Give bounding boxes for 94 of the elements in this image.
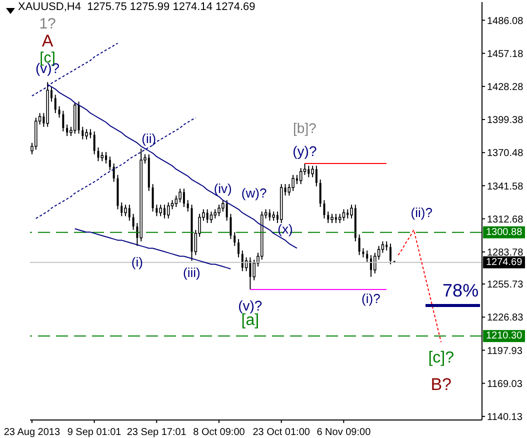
candlestick <box>366 250 368 262</box>
candlestick <box>346 208 349 219</box>
candlestick <box>210 211 213 224</box>
candlestick <box>152 184 154 212</box>
annotation: A <box>42 31 54 50</box>
candlestick <box>156 204 158 217</box>
candlestick <box>112 162 115 182</box>
annotation: (ii)? <box>410 205 432 220</box>
candlestick <box>249 256 252 290</box>
y-tick-label: 1255.73 <box>487 280 524 291</box>
y-tick-label: 1283.78 <box>487 247 524 258</box>
candlestick <box>85 128 88 140</box>
candlestick <box>178 188 182 203</box>
candlestick <box>186 200 189 212</box>
annotation: (y)? <box>292 142 317 159</box>
candlestick <box>226 200 228 222</box>
candlestick <box>108 156 111 171</box>
candlestick <box>54 94 56 114</box>
annotation: B? <box>430 375 452 394</box>
candlestick <box>166 202 170 219</box>
annotation: (iii) <box>183 264 200 280</box>
annotation: [c]? <box>428 350 454 367</box>
candlestick <box>132 213 134 230</box>
x-tick-label: 23 Oct 01:00 <box>252 427 310 438</box>
candlestick <box>218 204 220 217</box>
candlestick <box>206 208 208 224</box>
candlestick <box>124 204 127 217</box>
ref-line-label: 1274.69 <box>486 256 523 268</box>
y-tick-label: 1140.13 <box>487 412 523 423</box>
candlestick <box>330 213 334 224</box>
candlestick <box>389 243 392 265</box>
candlestick <box>214 208 217 219</box>
candlestick <box>362 248 364 258</box>
annotation: [b]? <box>293 120 317 136</box>
candlestick <box>159 204 162 217</box>
y-tick-label: 1457.18 <box>487 48 524 60</box>
candlestick <box>323 200 326 219</box>
candlestick <box>128 204 130 222</box>
x-tick-label: 8 Oct 09:00 <box>193 427 246 438</box>
candlestick <box>58 106 60 118</box>
candlestick <box>97 146 100 162</box>
annotation: 1? <box>39 15 56 32</box>
candlestick <box>358 234 360 256</box>
candlestick <box>327 211 330 224</box>
candlestick <box>252 259 256 281</box>
x-tick-label: 9 Sep 01:01 <box>67 427 122 438</box>
y-tick-label: 1312.68 <box>487 214 524 226</box>
candlestick <box>234 232 236 246</box>
candlestick <box>93 130 96 155</box>
ref-line-label: 1300.88 <box>486 226 523 238</box>
y-tick-label: 1370.48 <box>487 148 524 160</box>
candlestick <box>319 179 322 208</box>
annotation: (i)? <box>362 291 380 306</box>
candlestick <box>338 213 342 224</box>
ref-line-label: 1210.30 <box>486 330 523 342</box>
candlestick <box>272 211 275 222</box>
y-tick-label: 1341.58 <box>487 181 524 192</box>
candlestick <box>89 128 92 139</box>
line-series <box>398 229 442 343</box>
candlestick <box>299 168 302 185</box>
annotation: (w)? <box>241 186 267 201</box>
candlestick <box>182 188 185 208</box>
candlestick <box>292 174 294 192</box>
annotation: (i) <box>131 254 143 270</box>
candlestick <box>268 208 271 222</box>
x-tick-label: 23 Sep 17:01 <box>126 427 187 438</box>
annotation: (iv) <box>214 181 232 196</box>
x-tick-label: 23 Aug 2013 <box>4 427 60 438</box>
candlestick <box>100 152 104 162</box>
candlestick <box>315 165 318 187</box>
y-tick-label: 1197.93 <box>487 346 523 357</box>
candlestick <box>62 110 64 132</box>
y-tick-label: 1169.03 <box>487 378 523 390</box>
candlestick <box>373 252 376 274</box>
x-tick-label: 6 Nov 09:00 <box>316 427 372 438</box>
y-tick-label: 1486.08 <box>487 16 524 27</box>
candlestick <box>238 238 240 258</box>
candlestick <box>66 124 68 136</box>
candlestick <box>82 126 84 140</box>
annotation: (x) <box>278 221 293 236</box>
chart-title: XAUUSD,H4 1275.75 1275.99 1274.14 1274.69 <box>18 1 256 13</box>
candlestick <box>308 165 310 178</box>
candlestick <box>230 213 232 240</box>
candlestick <box>381 240 384 254</box>
y-tick-label: 1399.38 <box>487 115 524 126</box>
y-tick-label: 1226.83 <box>487 312 524 324</box>
y-tick-label: 1428.28 <box>487 82 524 93</box>
candlestick <box>174 195 178 208</box>
candlestick <box>120 202 123 217</box>
annotation: (v)? <box>238 297 262 314</box>
annotation: (ii) <box>142 130 156 146</box>
candlestick <box>241 250 244 272</box>
line-series <box>74 228 232 270</box>
annotation: 78% <box>442 280 479 301</box>
